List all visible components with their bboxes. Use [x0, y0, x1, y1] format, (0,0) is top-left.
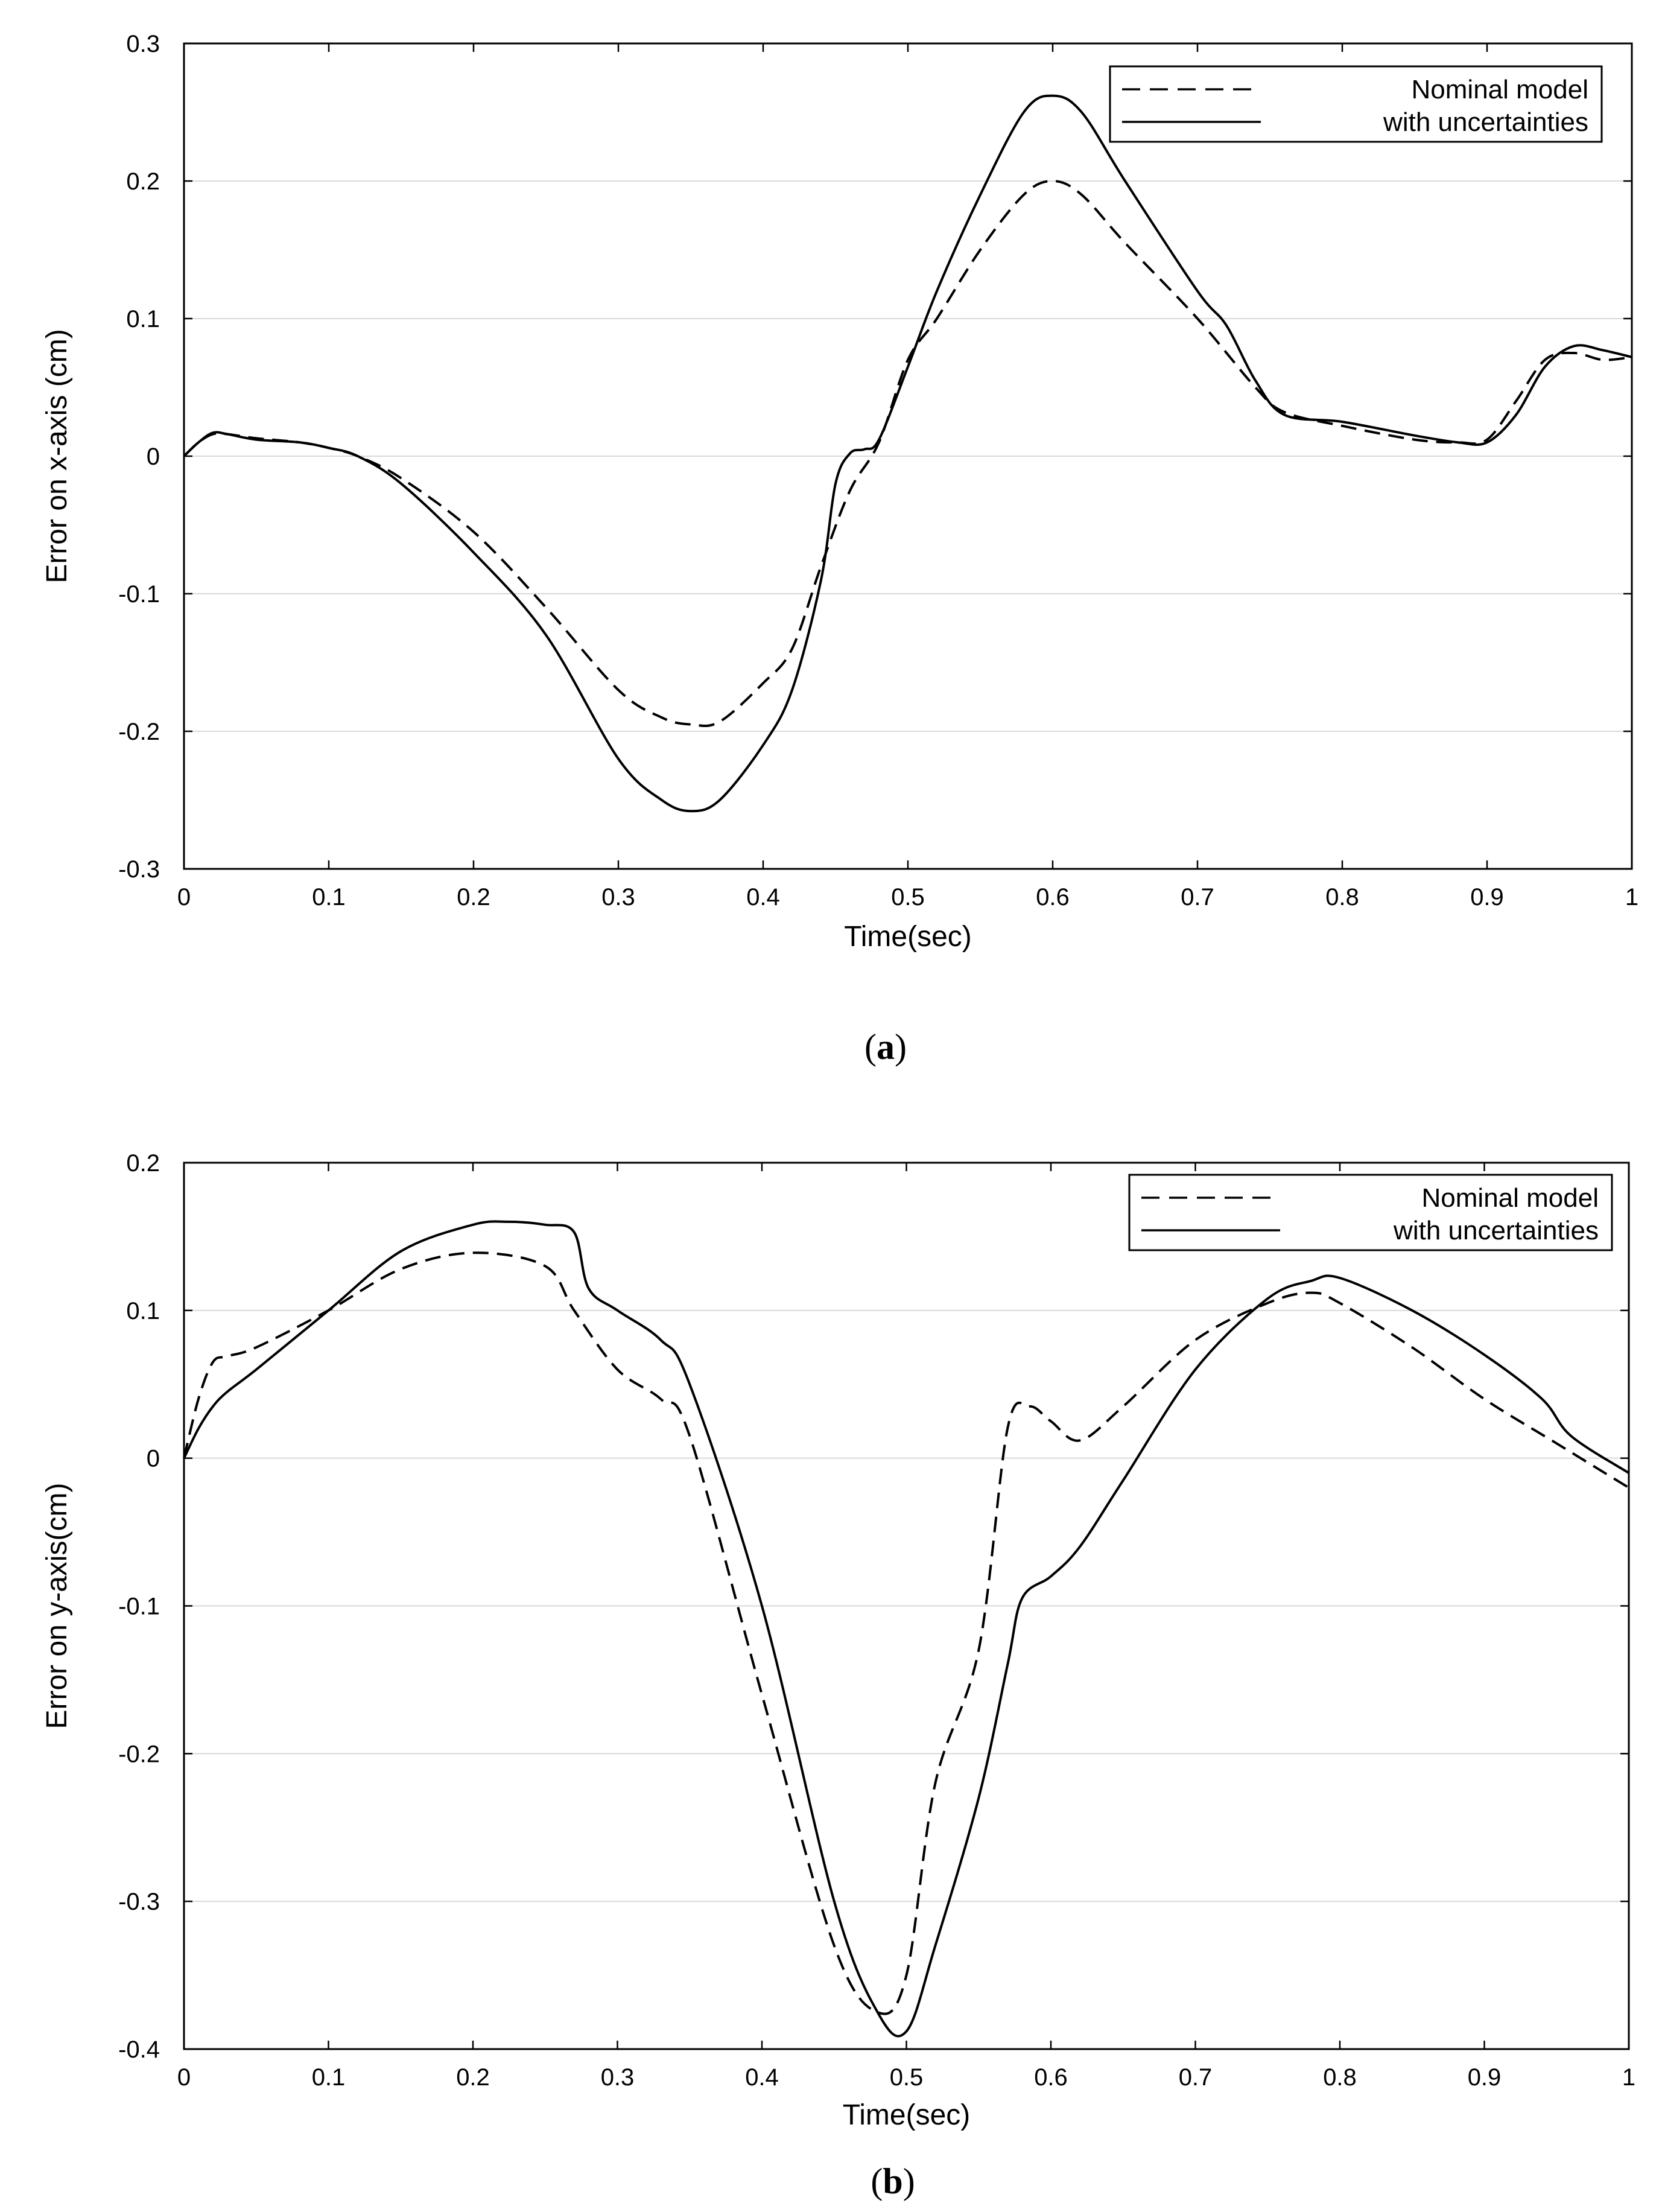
- panel-b-legend-box: [1128, 1174, 1613, 1251]
- panel-b-y-tick-label-5: 0.1: [126, 1298, 160, 1324]
- panel-a-series-uncertain-line: [183, 94, 1632, 813]
- panel-b-y-tick-label-1: -0.3: [118, 1889, 160, 1915]
- panel-a-x-tick-label-5: 0.5: [891, 884, 925, 911]
- panel-b-y-tick-label-6: 0.2: [126, 1150, 160, 1177]
- panel-b-x-ticks: 0 0.1 0.2 0.3 0.4 0.5 0.6 0.7 0.8 0.9 1: [177, 1163, 1635, 2091]
- panel-b-x-axis-label: Time(sec): [843, 2099, 971, 2131]
- panel-a-y-tick-label-2: -0.1: [118, 581, 160, 608]
- panel-a-x-tick-label-9: 0.9: [1470, 884, 1504, 911]
- panel-a-x-tick-label-1: 0.1: [312, 884, 346, 911]
- panel-b-y-axis-label: Error on y-axis(cm): [41, 1483, 73, 1729]
- panel-a-y-tick-label-3: 0: [147, 443, 160, 470]
- panel-a-series: [183, 94, 1632, 813]
- panel-a-y-axis-label: Error on x-axis (cm): [41, 329, 73, 583]
- panel-a-legend: Nominal model with uncertainties: [1109, 65, 1603, 143]
- panel-a-x-tick-label-0: 0: [177, 884, 191, 911]
- panel-a-legend-label-uncertain: with uncertainties: [1383, 107, 1588, 137]
- panel-b-y-tick-label-2: -0.2: [118, 1741, 160, 1767]
- panel-a-x-ticks: 0 0.1 0.2 0.3 0.4 0.5 0.6 0.7 0.8 0.9 1: [177, 43, 1638, 911]
- panel-a-y-tick-label-4: 0.1: [126, 306, 160, 332]
- panel-a-x-tick-label-7: 0.7: [1181, 884, 1214, 911]
- panel-b-x-tick-label-1: 0.1: [312, 2064, 346, 2091]
- panel-b-caption: (b): [871, 2161, 915, 2201]
- panel-a-x-tick-label-10: 1: [1625, 884, 1638, 911]
- panel-b-legend-label-uncertain: with uncertainties: [1393, 1216, 1599, 1245]
- panel-a-x-tick-label-4: 0.4: [746, 884, 780, 911]
- panel-b-legend-label-nominal: Nominal model: [1422, 1183, 1599, 1213]
- panel-b-x-tick-label-8: 0.8: [1323, 2064, 1357, 2091]
- panel-a-y-tick-label-0: -0.3: [118, 856, 160, 883]
- panel-b-x-tick-label-6: 0.6: [1034, 2064, 1068, 2091]
- panel-a: -0.3-0.2-0.100.10.20.3 0 0.1 0.2 0.3 0.4 0.5 0…: [41, 31, 1638, 1067]
- panel-a-legend-box: [1109, 65, 1603, 143]
- panel-a-x-axis-label: Time(sec): [844, 921, 972, 953]
- panel-b-series: [183, 1220, 1630, 2038]
- panel-b-y-tick-label-0: -0.4: [118, 2036, 160, 2063]
- panel-a-x-tick-label-2: 0.2: [457, 884, 490, 911]
- panel-a-x-tick-label-3: 0.3: [601, 884, 635, 911]
- panel-a-y-tick-label-6: 0.3: [126, 31, 160, 57]
- panel-a-y-tick-label-1: -0.2: [118, 719, 160, 745]
- panel-b-x-tick-label-9: 0.9: [1468, 2064, 1502, 2091]
- panel-b-legend: Nominal model with uncertainties: [1128, 1174, 1613, 1251]
- panel-b-series-nominal-line: [183, 1251, 1630, 2015]
- panel-a-legend-label-nominal: Nominal model: [1412, 75, 1588, 104]
- panel-b-y-tick-label-3: -0.1: [118, 1594, 160, 1620]
- panel-b-series-uncertain-line: [183, 1220, 1630, 2038]
- panel-a-caption: (a): [864, 1027, 907, 1067]
- panel-a-x-tick-label-6: 0.6: [1036, 884, 1070, 911]
- panel-b-x-tick-label-0: 0: [177, 2064, 191, 2091]
- panel-b-x-tick-label-7: 0.7: [1179, 2064, 1213, 2091]
- panel-b: -0.4 -0.3 -0.2 -0.1 0 0.1 0.2 0 0.1 0.2 0.3 0.4 0.5…: [41, 1150, 1635, 2201]
- panel-b-x-tick-label-10: 1: [1622, 2064, 1635, 2091]
- panel-b-x-tick-label-2: 0.2: [456, 2064, 490, 2091]
- panel-a-y-tick-label-5: 0.2: [126, 168, 160, 195]
- panel-a-y-ticks: -0.3 -0.2 -0.1 0 0.1 0.2 0.3: [118, 31, 1632, 883]
- panel-b-y-ticks: -0.4 -0.3 -0.2 -0.1 0 0.1 0.2: [118, 1150, 1629, 2063]
- panel-b-x-tick-label-5: 0.5: [890, 2064, 924, 2091]
- panel-b-x-tick-label-4: 0.4: [745, 2064, 779, 2091]
- panel-b-y-tick-label-4: 0: [147, 1446, 160, 1472]
- panel-b-x-tick-label-3: 0.3: [601, 2064, 635, 2091]
- panel-a-x-tick-label-8: 0.8: [1325, 884, 1359, 911]
